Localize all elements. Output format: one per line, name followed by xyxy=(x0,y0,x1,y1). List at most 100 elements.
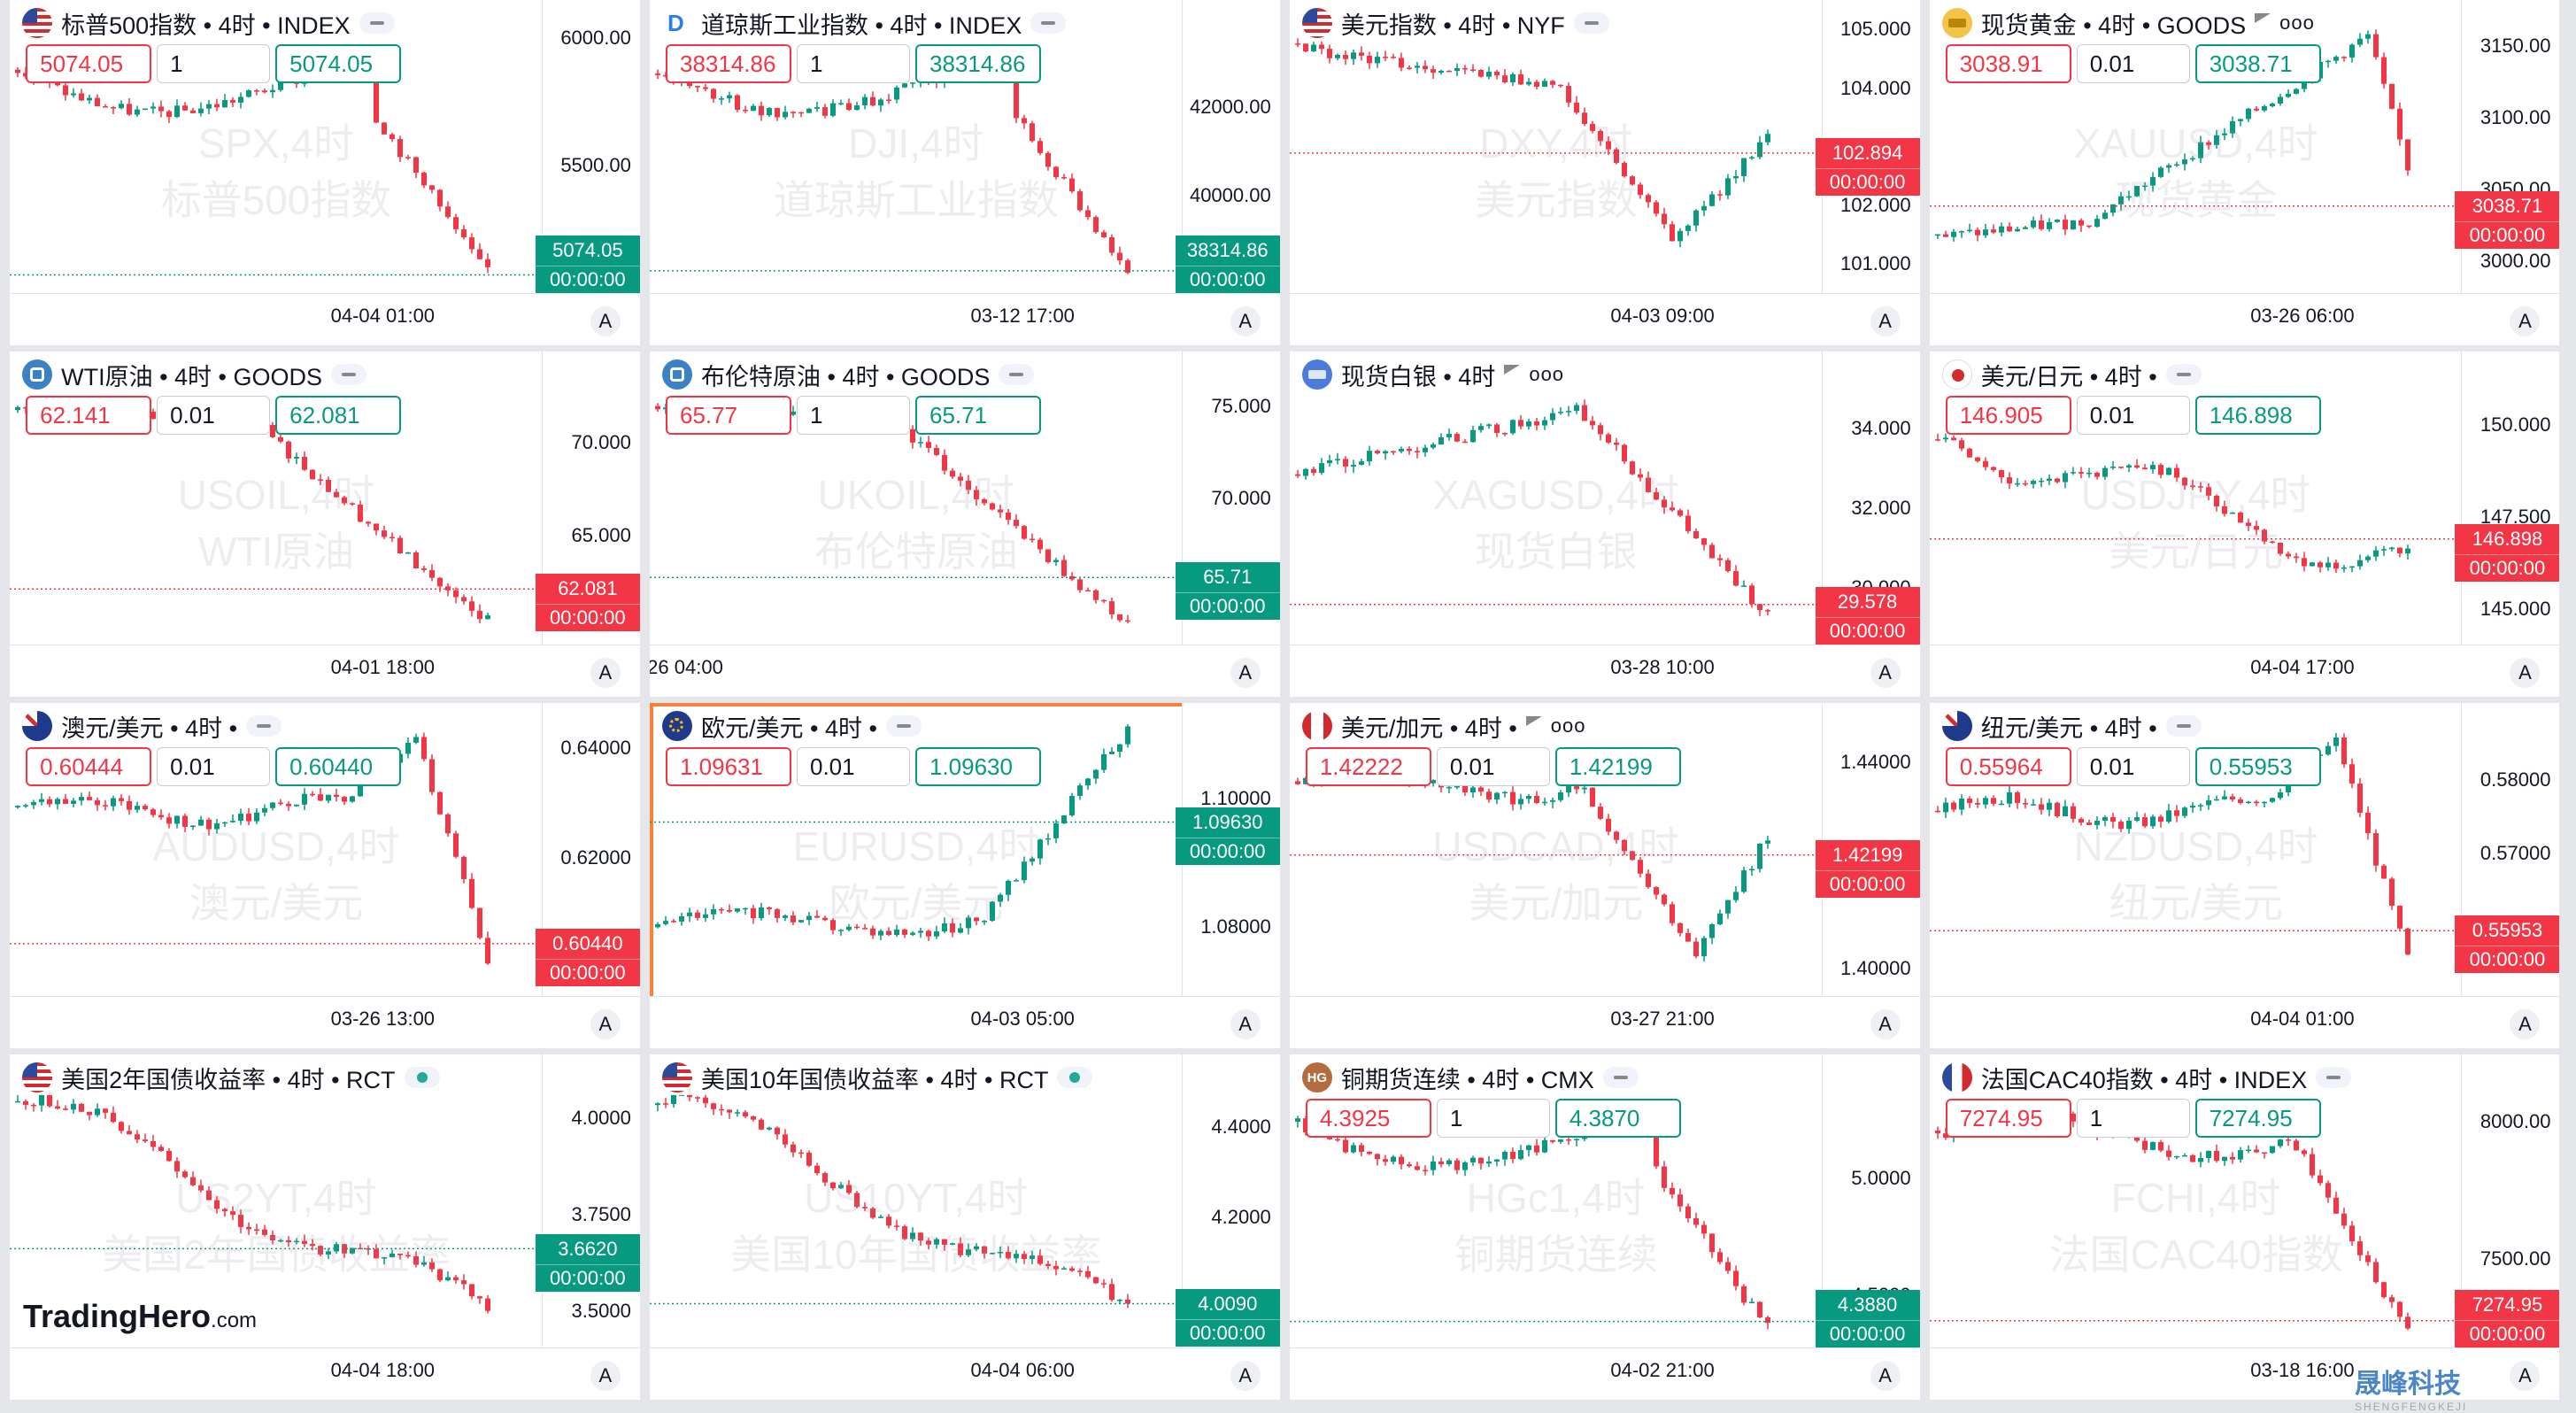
time-axis[interactable]: 03-27 21:00 A xyxy=(1289,995,1920,1048)
time-axis[interactable]: 04-04 06:00 A xyxy=(649,1347,1280,1400)
quantity-input[interactable]: 0.01 xyxy=(2076,44,2190,83)
buy-button[interactable]: 62.081 xyxy=(275,396,402,436)
symbol-legend[interactable]: WTI原油 • 4时 • GOODS xyxy=(22,357,373,393)
chart-panel[interactable]: USOIL,4时 WTI原油 70.000 65.000 62.081 00:00:00 0… xyxy=(10,351,640,697)
buy-button[interactable]: 1.09630 xyxy=(914,747,1041,787)
buy-button[interactable]: 4.3870 xyxy=(1554,1099,1681,1139)
flag-icon[interactable] xyxy=(1504,365,1521,384)
flag-icon[interactable] xyxy=(2255,13,2271,33)
chart-panel[interactable]: UKOIL,4时 布伦特原油 75.000 70.000 65.71 00:00:00 26… xyxy=(649,351,1280,697)
price-axis[interactable]: 1.44000 1.40000 1.42199 00:00:00 xyxy=(1815,703,1920,997)
time-axis[interactable]: 03-28 10:00 A xyxy=(1289,644,1920,697)
time-axis[interactable]: 04-03 09:00 A xyxy=(1289,292,1920,345)
sell-button[interactable]: 3038.91 xyxy=(1945,44,2071,83)
quantity-input[interactable]: 0.01 xyxy=(157,396,271,436)
auto-scale-button[interactable]: A xyxy=(590,657,621,688)
chart-panel[interactable]: DJI,4时 道琼斯工业指数 42000.00 40000.00 38314.86 00:… xyxy=(649,0,1280,345)
collapse-icon[interactable] xyxy=(2165,364,2202,386)
collapse-icon[interactable] xyxy=(999,364,1035,386)
price-axis[interactable]: 4.0000 3.7500 3.5000 3.6620 00:00:00 xyxy=(535,1054,640,1348)
auto-scale-button[interactable]: A xyxy=(590,305,621,336)
price-axis[interactable]: 42000.00 40000.00 38314.86 00:00:00 xyxy=(1175,0,1280,294)
chart-panel[interactable]: AUDUSD,4时 澳元/美元 0.64000 0.62000 0.60440 00:00… xyxy=(10,703,640,1048)
symbol-legend[interactable]: 布伦特原油 • 4时 • GOODS xyxy=(661,357,1040,393)
price-axis[interactable]: 150.000 147.500 145.000 146.898 00:00:00 xyxy=(2455,351,2560,645)
symbol-legend[interactable]: 美国2年国债收益率 • 4时 • RCT xyxy=(22,1060,445,1096)
collapse-icon[interactable] xyxy=(885,715,922,737)
time-axis[interactable]: 04-04 01:00 A xyxy=(10,292,640,345)
buy-button[interactable]: 1.42199 xyxy=(1554,747,1681,787)
candlestick-series[interactable] xyxy=(1289,351,1823,645)
sell-button[interactable]: 0.55964 xyxy=(1945,747,2071,787)
buy-button[interactable]: 0.55953 xyxy=(2194,747,2321,787)
auto-scale-button[interactable]: A xyxy=(1870,305,1901,336)
time-axis[interactable]: 04-04 01:00 A xyxy=(1929,995,2560,1048)
symbol-legend[interactable]: HG 铜期货连续 • 4时 • CMX xyxy=(1301,1060,1644,1096)
time-axis[interactable]: 03-26 06:00 A xyxy=(1929,292,2560,345)
symbol-legend[interactable]: 道琼斯工业指数 • 4时 • INDEX xyxy=(661,5,1072,41)
collapse-icon[interactable] xyxy=(2165,715,2202,737)
candlestick-series[interactable] xyxy=(10,1054,543,1348)
price-axis[interactable]: 75.000 70.000 65.71 00:00:00 xyxy=(1175,351,1280,645)
auto-scale-button[interactable]: A xyxy=(1870,1360,1901,1391)
price-axis[interactable]: 0.64000 0.62000 0.60440 00:00:00 xyxy=(535,703,640,997)
market-open-icon[interactable] xyxy=(404,1067,440,1089)
symbol-legend[interactable]: 美元指数 • 4时 • NYF xyxy=(1301,5,1615,41)
auto-scale-button[interactable]: A xyxy=(1870,1008,1901,1039)
quantity-input[interactable]: 1 xyxy=(2076,1099,2190,1139)
collapse-icon[interactable] xyxy=(331,364,367,386)
buy-button[interactable]: 65.71 xyxy=(914,396,1041,436)
price-axis[interactable]: 1.10000 1.08000 1.09630 00:00:00 xyxy=(1175,703,1280,997)
time-axis[interactable]: 26 04:00 A xyxy=(649,644,1280,697)
symbol-legend[interactable]: 现货白银 • 4时 ooo xyxy=(1301,357,1570,393)
sell-button[interactable]: 4.3925 xyxy=(1305,1099,1431,1139)
quantity-input[interactable]: 0.01 xyxy=(2076,396,2190,436)
buy-button[interactable]: 0.60440 xyxy=(275,747,402,787)
candlestick-series[interactable] xyxy=(649,1054,1183,1348)
candlestick-series[interactable] xyxy=(649,703,1183,997)
symbol-legend[interactable]: 纽元/美元 • 4时 • xyxy=(1941,708,2207,745)
auto-scale-button[interactable]: A xyxy=(2510,1008,2541,1039)
buy-button[interactable]: 146.898 xyxy=(2194,396,2321,436)
price-axis[interactable]: 8000.00 7500.00 7274.95 00:00:00 xyxy=(2455,1054,2560,1348)
chart-panel[interactable]: NZDUSD,4时 纽元/美元 0.58000 0.57000 0.55953 00:00… xyxy=(1929,703,2560,1048)
price-axis[interactable]: 4.4000 4.2000 4.0090 00:00:00 xyxy=(1175,1054,1280,1348)
chart-panel[interactable]: DXY,4时 美元指数 105.000 104.000 102.000 101.000 10… xyxy=(1289,0,1920,345)
buy-button[interactable]: 3038.71 xyxy=(2194,44,2321,83)
chart-panel[interactable]: XAUUSD,4时 现货黄金 3150.00 3100.00 3050.00 3000.0… xyxy=(1929,0,2560,345)
chart-panel[interactable]: XAGUSD,4时现货白银34.00032.00030.00029.57800:… xyxy=(1289,351,1920,697)
sell-button[interactable]: 5074.05 xyxy=(26,44,152,83)
symbol-legend[interactable]: 欧元/美元 • 4时 • xyxy=(661,708,927,745)
time-axis[interactable]: 04-04 18:00 A xyxy=(10,1347,640,1400)
symbol-legend[interactable]: 法国CAC40指数 • 4时 • INDEX xyxy=(1941,1060,2357,1096)
candlestick-series[interactable] xyxy=(1929,0,2463,294)
sell-button[interactable]: 62.141 xyxy=(26,396,152,436)
quantity-input[interactable]: 1 xyxy=(796,396,910,436)
sell-button[interactable]: 65.77 xyxy=(665,396,791,436)
candlestick-series[interactable] xyxy=(1929,703,2463,997)
auto-scale-button[interactable]: A xyxy=(1230,305,1261,336)
price-axis[interactable]: 3150.00 3100.00 3050.00 3000.00 3038.71 00:00… xyxy=(2455,0,2560,294)
quantity-input[interactable]: 1 xyxy=(157,44,271,83)
price-axis[interactable]: 105.000 104.000 102.000 101.000 102.894 00:00… xyxy=(1815,0,1920,294)
price-axis[interactable]: 6000.00 5500.00 5074.05 00:00:00 xyxy=(535,0,640,294)
more-icon[interactable]: ooo xyxy=(1529,363,1565,386)
symbol-legend[interactable]: 澳元/美元 • 4时 • xyxy=(22,708,288,745)
sell-button[interactable]: 0.60444 xyxy=(26,747,152,787)
flag-icon[interactable] xyxy=(1525,716,1542,736)
auto-scale-button[interactable]: A xyxy=(1870,657,1901,688)
collapse-icon[interactable] xyxy=(1573,12,1609,34)
collapse-icon[interactable] xyxy=(1030,12,1067,34)
quantity-input[interactable]: 1 xyxy=(796,44,910,83)
price-axis[interactable]: 0.58000 0.57000 0.55953 00:00:00 xyxy=(2455,703,2560,997)
sell-button[interactable]: 1.09631 xyxy=(665,747,791,787)
collapse-icon[interactable] xyxy=(359,12,395,34)
chart-panel[interactable]: FCHI,4时 法国CAC40指数 8000.00 7500.00 7274.95 00:… xyxy=(1929,1054,2560,1400)
quantity-input[interactable]: 1 xyxy=(1436,1099,1550,1139)
more-icon[interactable]: ooo xyxy=(1550,714,1586,737)
more-icon[interactable]: ooo xyxy=(2279,12,2315,34)
buy-button[interactable]: 38314.86 xyxy=(914,44,1041,83)
time-axis[interactable]: 04-02 21:00 A xyxy=(1289,1347,1920,1400)
quantity-input[interactable]: 0.01 xyxy=(796,747,910,787)
